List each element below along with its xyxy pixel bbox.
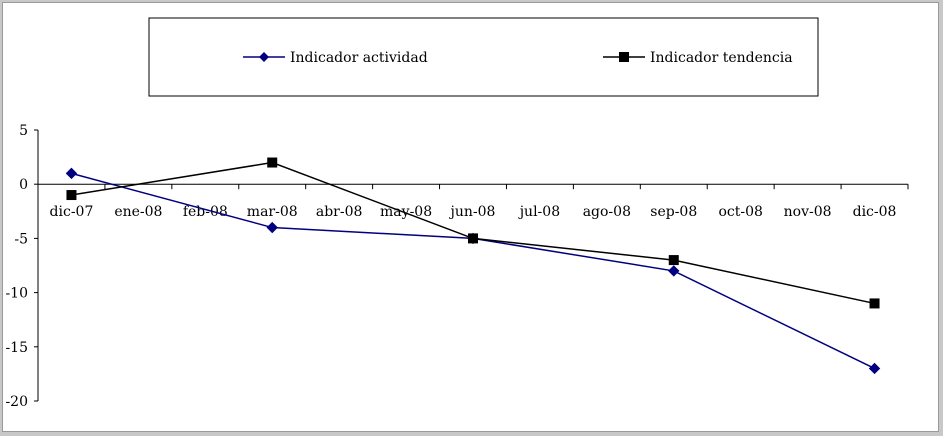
series-layer (65, 157, 881, 375)
axes: 5 0 -5 -10 -15 -20 dic-07 ene-08 feb-08 mar-08 abr… (5, 123, 909, 410)
data-point (668, 255, 679, 266)
series-2 (66, 157, 880, 309)
x-tick-label: nov-08 (784, 204, 832, 220)
series-1 (65, 167, 881, 375)
legend: Indicador actividad Indicador tendencia (148, 17, 819, 97)
legend-marker (259, 52, 269, 62)
y-tick-label: -20 (5, 394, 28, 410)
chart-area: Indicador actividad Indicador tendencia 5… (2, 2, 939, 432)
data-point (468, 233, 478, 244)
data-point (66, 190, 77, 201)
data-point (869, 298, 880, 309)
x-tick-label: ago-08 (583, 204, 631, 220)
x-tick-label: ene-08 (114, 204, 162, 220)
series-line (71, 172, 875, 370)
x-tick-label: mar-08 (247, 204, 298, 220)
x-tick-label: sep-08 (650, 204, 697, 220)
y-tick-label: 5 (19, 123, 28, 139)
line-chart: Indicador actividad Indicador tendencia 5… (5, 17, 909, 410)
data-point (267, 157, 278, 168)
legend-marker (619, 52, 629, 62)
legend-label: Indicador actividad (290, 50, 428, 66)
y-tick-label: -10 (5, 286, 28, 302)
x-tick-label: dic-08 (853, 204, 897, 220)
y-tick-label: -5 (14, 231, 28, 247)
x-tick-label: jul-08 (518, 204, 560, 220)
x-tick-label: oct-08 (718, 204, 762, 220)
x-tick-label: dic-07 (50, 204, 94, 220)
legend-item-1: Indicador actividad (243, 50, 428, 66)
data-point (668, 265, 680, 277)
y-tick-label: -15 (5, 340, 28, 356)
data-point (65, 167, 78, 180)
x-tick-label: feb-08 (183, 204, 228, 220)
x-tick-label: abr-08 (316, 204, 363, 220)
data-point (266, 221, 278, 234)
y-tick-label: 0 (19, 177, 28, 193)
x-tick-label: jun-08 (449, 204, 496, 220)
legend-label: Indicador tendencia (650, 50, 793, 66)
legend-item-2: Indicador tendencia (603, 50, 793, 66)
legend-items: Indicador actividad Indicador tendencia (243, 50, 793, 66)
data-point (868, 362, 881, 375)
